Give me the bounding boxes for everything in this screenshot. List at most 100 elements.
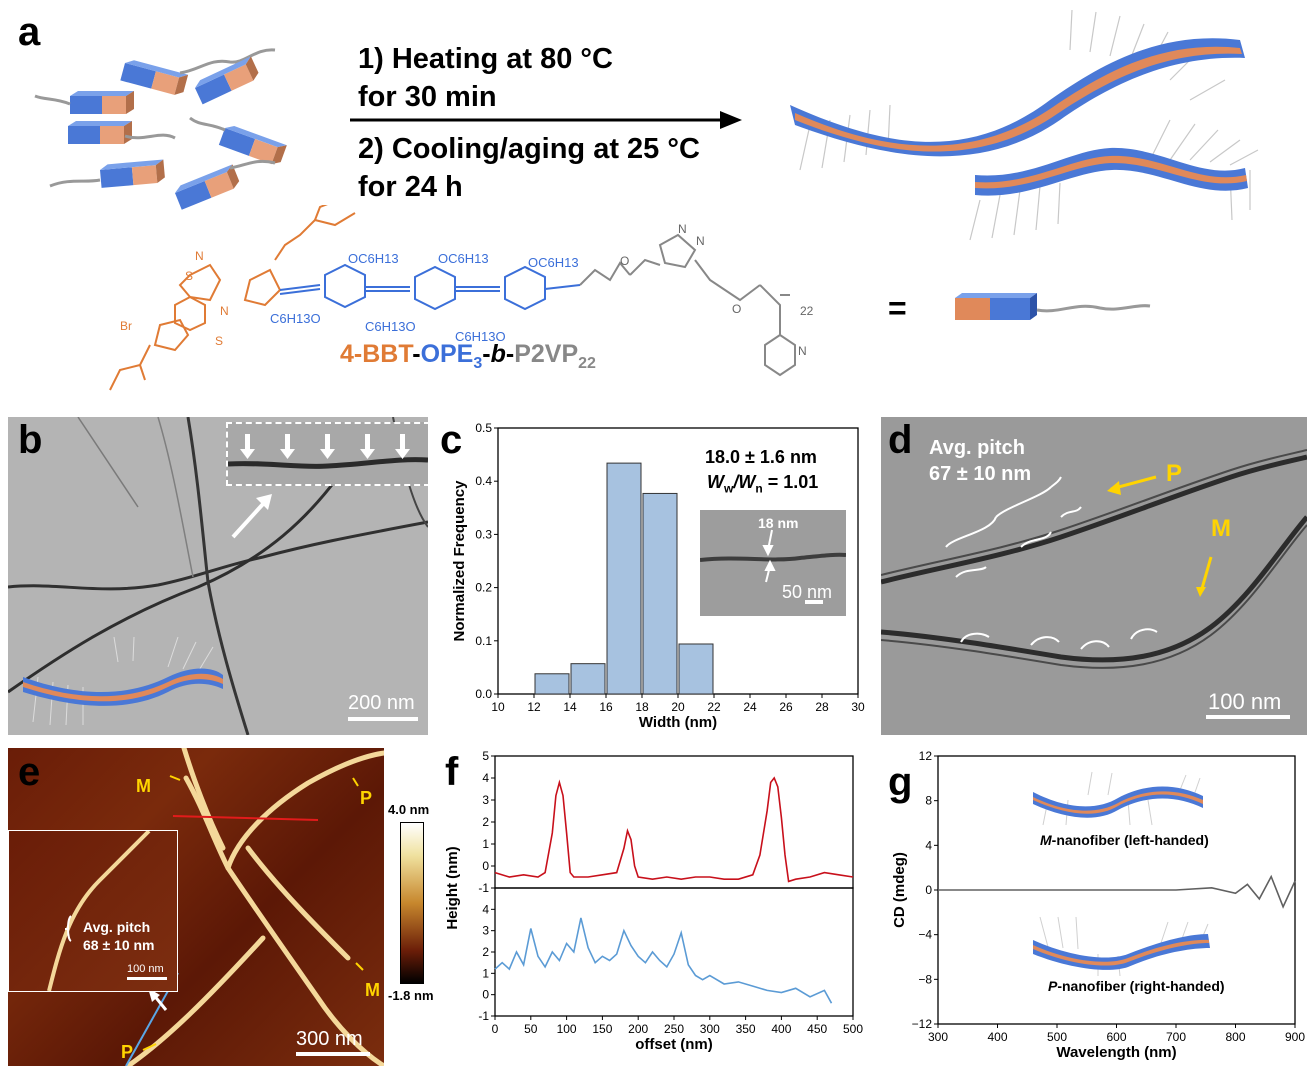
y-tick-label: 0 xyxy=(925,883,932,897)
heating-condition-line2: for 30 min xyxy=(358,81,497,113)
y-tick-label: 8 xyxy=(925,794,932,808)
panel-c-inset-scale-label: 50 nm xyxy=(782,582,833,602)
panel-b-tem-image: 200 nm xyxy=(8,417,428,735)
x-tick-label: 700 xyxy=(1166,1030,1186,1044)
y-axis-title: Height (nm) xyxy=(444,846,461,929)
panel-e-label: e xyxy=(18,750,41,794)
panel-e-colorbar xyxy=(400,822,424,984)
axis-frame xyxy=(494,755,854,889)
equals-sign: = xyxy=(888,290,907,326)
compound-dash3: - xyxy=(505,340,515,368)
y-tick-label: 2 xyxy=(482,815,489,829)
panel-e-m2-label: M xyxy=(365,980,380,1000)
panel-c-dispersity-value: = 1.01 xyxy=(762,472,819,492)
profile-line-red xyxy=(494,776,854,883)
panel-b-label: b xyxy=(18,418,43,462)
y-axis-title: Normalized Frequency xyxy=(451,480,468,642)
panel-b-inset-pointer-arrow xyxy=(231,494,272,539)
panel-e-inset-pitch-line1: Avg. pitch xyxy=(83,919,151,935)
svg-text:N: N xyxy=(220,304,229,318)
panel-c-inset-scale-bar xyxy=(805,600,823,604)
panel-e-inset-scale-label: 100 nm xyxy=(127,963,164,975)
y-tick-label: 0 xyxy=(482,988,489,1002)
x-tick-label: 600 xyxy=(1106,1030,1126,1044)
y-tick-label: 1 xyxy=(482,837,489,851)
panel-g-m-rest: -nanofiber (left-handed) xyxy=(1051,832,1209,848)
compound-ope: OPE xyxy=(420,340,474,368)
panel-d-scale-bar xyxy=(1206,715,1290,719)
svg-text:O: O xyxy=(620,254,629,268)
histogram-bar xyxy=(570,663,606,695)
x-tick-label: 20 xyxy=(671,700,685,714)
svg-text:S: S xyxy=(215,334,223,348)
x-axis-title: Width (nm) xyxy=(639,714,717,731)
panel-g-m-caption: M-nanofiber (left-handed) xyxy=(1040,832,1209,848)
x-tick-label: 50 xyxy=(524,1022,538,1036)
panel-c-slash-w: /W xyxy=(733,472,756,492)
y-tick-label: 4 xyxy=(925,838,932,852)
svg-text:S: S xyxy=(185,269,193,283)
y-tick-label: 2 xyxy=(482,945,489,959)
panel-g-p-italic: P xyxy=(1048,978,1058,994)
x-tick-label: 400 xyxy=(987,1030,1007,1044)
x-tick-label: 22 xyxy=(707,700,721,714)
svg-text:N: N xyxy=(696,234,705,248)
compound-ope-sub: 3 xyxy=(473,355,483,372)
x-tick-label: 16 xyxy=(599,700,613,714)
x-tick-label: 28 xyxy=(815,700,829,714)
chemical-structure: OC6H13 OC6H13 OC6H13 C6H13O C6H13O C6H13O Br… xyxy=(109,205,814,391)
panel-c-inset-label: 18 nm xyxy=(758,515,799,531)
panel-c-width-annotation: 18.0 ± 1.6 nm xyxy=(705,447,817,467)
y-tick-label: 4 xyxy=(482,902,489,916)
panel-d-tem-image: Avg. pitch 67 ± 10 nm P M 100 nm xyxy=(881,417,1307,735)
panel-c-dispersity-annotation: Ww/Wn = 1.01 xyxy=(707,472,818,496)
y-tick-label: 0 xyxy=(482,859,489,873)
panel-c-w: W xyxy=(707,472,724,492)
molecules-cluster-illustration xyxy=(34,48,287,210)
x-tick-label: 300 xyxy=(928,1030,948,1044)
x-tick-label: 12 xyxy=(527,700,541,714)
x-axis-title: Wavelength (nm) xyxy=(1056,1044,1176,1061)
x-tick-label: 250 xyxy=(664,1022,684,1036)
panel-c-histogram: 10 12 14 16 18 20 22 24 26 28 30 0.0 0.1 0.2 0.3 0.4 0.5… xyxy=(451,421,865,731)
y-tick-label: 0.1 xyxy=(475,634,492,648)
svg-text:OC6H13: OC6H13 xyxy=(348,251,399,266)
y-axis-title: CD (mdeg) xyxy=(891,852,908,928)
y-tick-label: -1 xyxy=(478,1009,489,1023)
histogram-bar xyxy=(606,462,642,695)
cd-series-line xyxy=(938,874,1296,909)
svg-text:22: 22 xyxy=(800,304,814,318)
x-tick-label: 24 xyxy=(743,700,757,714)
svg-text:C6H13O: C6H13O xyxy=(270,311,321,326)
y-tick-label: 4 xyxy=(482,771,489,785)
panel-f-label: f xyxy=(445,750,459,794)
panel-c-n-sub: n xyxy=(755,481,763,496)
process-arrow xyxy=(350,111,742,129)
compound-b: b xyxy=(490,340,506,368)
y-tick-label: −12 xyxy=(912,1017,933,1031)
cd-axes: 300 400 500 600 700 800 900 −12 −8 −4 0 4 8 12 Wavelen… xyxy=(891,749,1305,1061)
panel-g-p-ribbon xyxy=(1033,916,1210,977)
y-tick-label: 5 xyxy=(482,749,489,763)
x-tick-label: 100 xyxy=(557,1022,577,1036)
panel-g-m-italic: M xyxy=(1040,832,1052,848)
svg-text:OC6H13: OC6H13 xyxy=(528,255,579,270)
svg-text:N: N xyxy=(195,249,204,263)
svg-text:O: O xyxy=(732,302,741,316)
profile-lines xyxy=(494,776,854,1004)
panel-g-cd-spectrum: 300 400 500 600 700 800 900 −12 −8 −4 0 4 8 12 Wavelen… xyxy=(891,749,1305,1061)
panel-e-colorbar-min: -1.8 nm xyxy=(388,988,434,1003)
nanofiber-ribbons-illustration xyxy=(790,10,1259,241)
svg-text:N: N xyxy=(798,344,807,358)
panel-e-inset: Avg. pitch 68 ± 10 nm 100 nm xyxy=(8,829,178,992)
cooling-condition-line1: 2) Cooling/aging at 25 °C xyxy=(358,133,700,165)
y-tick-label: -1 xyxy=(478,881,489,895)
panel-d-pitch-label-line1: Avg. pitch xyxy=(929,437,1025,459)
svg-text:C6H13O: C6H13O xyxy=(365,319,416,334)
panel-c-inset-tem: 18 nm 50 nm xyxy=(700,510,846,616)
x-tick-label: 10 xyxy=(491,700,505,714)
panel-e-colorbar-max: 4.0 nm xyxy=(388,802,430,817)
y-tick-label: 0.2 xyxy=(475,581,492,595)
panel-e-afm-image: Avg. pitch 68 ± 10 nm 100 nm M P M P 300… xyxy=(8,748,384,1066)
svg-text:Br: Br xyxy=(120,319,132,333)
